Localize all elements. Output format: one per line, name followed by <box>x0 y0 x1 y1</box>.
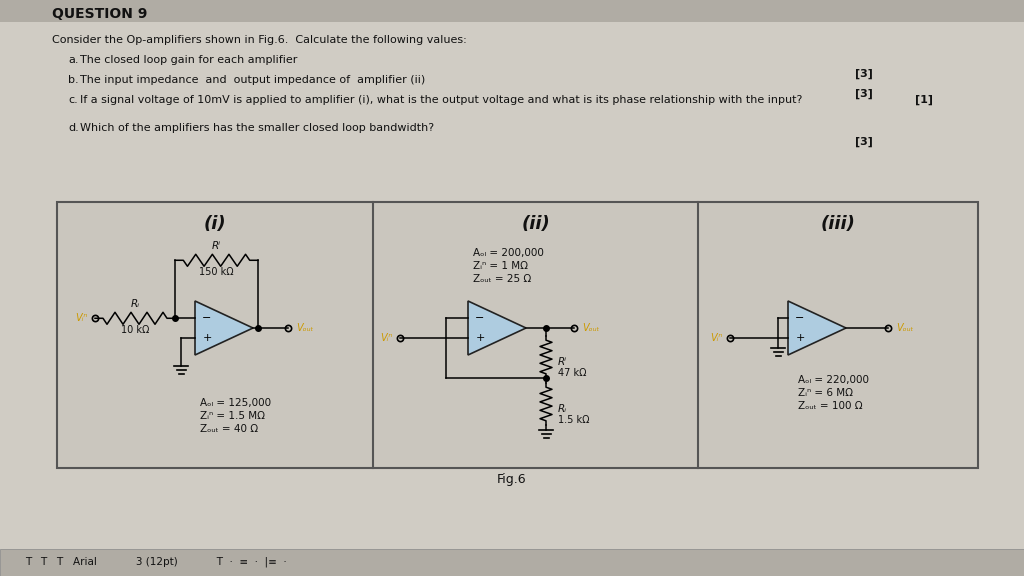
Text: 1.5 kΩ: 1.5 kΩ <box>558 415 590 425</box>
Bar <box>0 0 1024 22</box>
Text: The input impedance  and  output impedance of  amplifier (ii): The input impedance and output impedance… <box>80 75 425 85</box>
Text: Rⁱ: Rⁱ <box>212 241 221 251</box>
Text: Fig.6: Fig.6 <box>498 473 526 487</box>
Polygon shape <box>195 301 253 355</box>
Text: d.: d. <box>68 123 79 133</box>
Text: Rⁱ: Rⁱ <box>558 357 567 367</box>
Polygon shape <box>788 301 846 355</box>
Text: −: − <box>203 313 212 323</box>
Text: 47 kΩ: 47 kΩ <box>558 368 587 378</box>
Text: +: + <box>475 333 484 343</box>
Text: The closed loop gain for each amplifier: The closed loop gain for each amplifier <box>80 55 297 65</box>
Text: Which of the amplifiers has the smaller closed loop bandwidth?: Which of the amplifiers has the smaller … <box>80 123 434 133</box>
Text: T   T   T   Arial            3 (12pt)            T  ·  ≡  ·  |≡  ·: T T T Arial 3 (12pt) T · ≡ · |≡ · <box>25 557 287 567</box>
Text: Zᵢⁿ = 1.5 MΩ: Zᵢⁿ = 1.5 MΩ <box>200 411 265 421</box>
Text: −: − <box>475 313 484 323</box>
Text: +: + <box>796 333 805 343</box>
Text: (i): (i) <box>204 215 226 233</box>
Text: Aₒₗ = 125,000: Aₒₗ = 125,000 <box>200 398 271 408</box>
Text: −: − <box>796 313 805 323</box>
Text: QUESTION 9: QUESTION 9 <box>52 7 147 21</box>
Text: Zᵢⁿ = 6 MΩ: Zᵢⁿ = 6 MΩ <box>798 388 853 398</box>
Text: Vₒᵤₜ: Vₒᵤₜ <box>582 323 599 333</box>
Text: [3]: [3] <box>855 137 872 147</box>
Text: Vₒᵤₜ: Vₒᵤₜ <box>896 323 913 333</box>
Text: Vₒᵤₜ: Vₒᵤₜ <box>296 323 313 333</box>
Text: a.: a. <box>68 55 79 65</box>
Text: Zₒᵤₜ = 25 Ω: Zₒᵤₜ = 25 Ω <box>473 274 531 284</box>
Text: 10 kΩ: 10 kΩ <box>121 325 150 335</box>
Text: c.: c. <box>68 95 78 105</box>
Bar <box>57 202 978 468</box>
Text: b.: b. <box>68 75 79 85</box>
Text: Consider the Op-amplifiers shown in Fig.6.  Calculate the following values:: Consider the Op-amplifiers shown in Fig.… <box>52 35 467 45</box>
Text: [1]: [1] <box>915 95 933 105</box>
Text: [3]: [3] <box>855 69 872 79</box>
Text: (ii): (ii) <box>521 215 550 233</box>
Text: Vᵢⁿ: Vᵢⁿ <box>380 333 392 343</box>
Text: [3]: [3] <box>855 89 872 99</box>
Text: (iii): (iii) <box>820 215 855 233</box>
Polygon shape <box>468 301 526 355</box>
Text: Aₒₗ = 220,000: Aₒₗ = 220,000 <box>798 375 869 385</box>
Text: If a signal voltage of 10mV is applied to amplifier (i), what is the output volt: If a signal voltage of 10mV is applied t… <box>80 95 803 105</box>
Text: Rᵢ: Rᵢ <box>130 300 139 309</box>
Text: Zᵢⁿ = 1 MΩ: Zᵢⁿ = 1 MΩ <box>473 261 528 271</box>
Text: Rᵢ: Rᵢ <box>558 404 567 414</box>
Text: Vᵢⁿ: Vᵢⁿ <box>710 333 722 343</box>
Text: Zₒᵤₜ = 100 Ω: Zₒᵤₜ = 100 Ω <box>798 401 862 411</box>
Text: Aₒₗ = 200,000: Aₒₗ = 200,000 <box>473 248 544 258</box>
Bar <box>0 549 1024 576</box>
Text: Vᵢⁿ: Vᵢⁿ <box>75 313 87 323</box>
Text: Zₒᵤₜ = 40 Ω: Zₒᵤₜ = 40 Ω <box>200 424 258 434</box>
Text: +: + <box>203 333 212 343</box>
Text: 150 kΩ: 150 kΩ <box>200 267 233 277</box>
